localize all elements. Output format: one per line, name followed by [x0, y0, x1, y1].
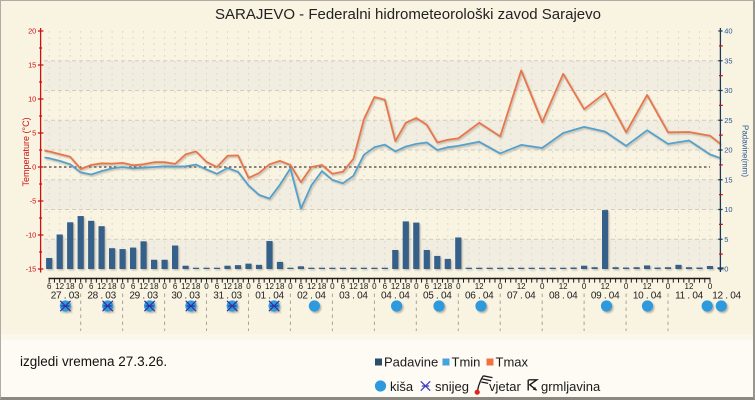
svg-text:Padavine(mm): Padavine(mm)	[741, 125, 750, 177]
svg-text:02 . 04: 02 . 04	[297, 291, 326, 302]
svg-text:18: 18	[234, 282, 243, 291]
svg-text:0: 0	[78, 282, 83, 291]
svg-text:27 . 03: 27 . 03	[51, 291, 80, 302]
svg-text:12: 12	[349, 282, 358, 291]
svg-text:0: 0	[120, 282, 125, 291]
svg-text:grmljavina: grmljavina	[541, 379, 601, 394]
svg-text:-15: -15	[26, 265, 37, 274]
svg-text:18: 18	[443, 282, 452, 291]
svg-text:12: 12	[685, 282, 694, 291]
svg-text:18: 18	[66, 282, 75, 291]
svg-text:6: 6	[215, 282, 220, 291]
svg-text:18: 18	[401, 282, 410, 291]
svg-text:40: 40	[724, 27, 732, 36]
svg-text:12: 12	[517, 282, 526, 291]
svg-text:0: 0	[288, 282, 293, 291]
svg-text:30: 30	[724, 86, 732, 95]
svg-text:12: 12	[223, 282, 232, 291]
svg-text:6: 6	[47, 282, 52, 291]
svg-text:vjetar: vjetar	[489, 379, 521, 394]
svg-text:6: 6	[173, 282, 178, 291]
svg-text:06 . 04: 06 . 04	[465, 291, 494, 302]
svg-text:12: 12	[433, 282, 442, 291]
svg-text:12 . 04: 12 . 04	[712, 291, 741, 302]
svg-text:15: 15	[724, 175, 732, 184]
svg-text:29 . 03: 29 . 03	[129, 291, 158, 302]
svg-text:12: 12	[475, 282, 484, 291]
svg-text:0: 0	[498, 282, 503, 291]
svg-text:0: 0	[724, 265, 728, 274]
svg-text:07 . 04: 07 . 04	[507, 291, 536, 302]
svg-text:31 . 03: 31 . 03	[213, 291, 242, 302]
svg-text:0: 0	[372, 282, 377, 291]
svg-text:kiša: kiša	[390, 379, 414, 394]
svg-text:5: 5	[32, 129, 36, 138]
svg-text:0: 0	[708, 282, 713, 291]
svg-text:12: 12	[307, 282, 316, 291]
svg-text:0: 0	[162, 282, 167, 291]
svg-text:0: 0	[540, 282, 545, 291]
svg-text:0: 0	[582, 282, 587, 291]
svg-text:snijeg: snijeg	[435, 379, 469, 394]
svg-text:05 . 04: 05 . 04	[423, 291, 452, 302]
svg-text:12: 12	[601, 282, 610, 291]
svg-text:izgledi vremena 27.3.26.: izgledi vremena 27.3.26.	[20, 354, 167, 369]
svg-text:6: 6	[89, 282, 94, 291]
svg-text:18: 18	[276, 282, 285, 291]
svg-text:0: 0	[330, 282, 335, 291]
svg-text:6: 6	[425, 282, 430, 291]
svg-text:18: 18	[150, 282, 159, 291]
svg-text:08 . 04: 08 . 04	[549, 291, 578, 302]
svg-text:15: 15	[28, 61, 36, 70]
svg-text:01 . 04: 01 . 04	[255, 291, 284, 302]
svg-text:0: 0	[32, 163, 36, 172]
svg-text:12: 12	[391, 282, 400, 291]
svg-text:6: 6	[299, 282, 304, 291]
svg-text:11 . 04: 11 . 04	[675, 291, 703, 302]
svg-text:5: 5	[724, 235, 728, 244]
svg-text:09 . 04: 09 . 04	[591, 291, 620, 302]
svg-text:0: 0	[204, 282, 209, 291]
svg-text:12: 12	[97, 282, 106, 291]
svg-text:12: 12	[139, 282, 148, 291]
svg-text:0: 0	[414, 282, 419, 291]
svg-text:0: 0	[246, 282, 251, 291]
svg-text:12: 12	[643, 282, 652, 291]
svg-text:-5: -5	[30, 197, 37, 206]
svg-text:28 . 03: 28 . 03	[87, 291, 116, 302]
svg-text:10: 10	[28, 95, 36, 104]
svg-text:10: 10	[724, 205, 732, 214]
svg-text:12: 12	[181, 282, 190, 291]
svg-text:Temperature (°C): Temperature (°C)	[21, 117, 31, 186]
svg-text:10 . 04: 10 . 04	[633, 291, 662, 302]
svg-text:04 . 04: 04 . 04	[381, 291, 410, 302]
svg-text:Tmax: Tmax	[496, 355, 529, 370]
svg-text:18: 18	[359, 282, 368, 291]
svg-text:Padavine: Padavine	[384, 355, 438, 370]
svg-text:35: 35	[724, 56, 732, 65]
svg-text:6: 6	[257, 282, 262, 291]
svg-text:Tmin: Tmin	[452, 355, 481, 370]
svg-text:0: 0	[624, 282, 629, 291]
svg-text:0: 0	[666, 282, 671, 291]
svg-text:20: 20	[724, 146, 732, 155]
svg-text:18: 18	[108, 282, 117, 291]
svg-text:25: 25	[724, 116, 732, 125]
svg-text:12: 12	[265, 282, 274, 291]
svg-text:-10: -10	[26, 231, 37, 240]
svg-text:20: 20	[28, 27, 36, 36]
svg-text:0: 0	[456, 282, 461, 291]
svg-text:30 . 03: 30 . 03	[171, 291, 200, 302]
svg-text:18: 18	[192, 282, 201, 291]
svg-text:6: 6	[341, 282, 346, 291]
svg-text:6: 6	[131, 282, 136, 291]
svg-text:SARAJEVO - Federalni hidromete: SARAJEVO - Federalni hidrometeorološki z…	[215, 6, 601, 23]
svg-text:18: 18	[317, 282, 326, 291]
svg-text:12: 12	[559, 282, 568, 291]
svg-text:6: 6	[383, 282, 388, 291]
svg-text:03 . 04: 03 . 04	[339, 291, 368, 302]
svg-text:12: 12	[55, 282, 64, 291]
